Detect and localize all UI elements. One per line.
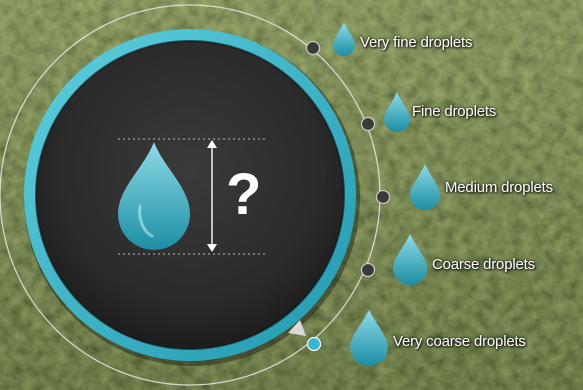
- option-label-very-fine[interactable]: Very fine droplets: [360, 34, 473, 51]
- selector-knob-icon[interactable]: [305, 40, 321, 56]
- droplet-icon[interactable]: [393, 234, 427, 285]
- option-label-medium[interactable]: Medium droplets: [445, 179, 553, 196]
- droplet-icon[interactable]: [333, 22, 355, 56]
- option-label-fine[interactable]: Fine droplets: [412, 103, 497, 120]
- selector-knob-icon[interactable]: [360, 262, 376, 278]
- dial-face: [36, 41, 344, 349]
- selector-knob-selected-icon[interactable]: [306, 336, 322, 352]
- unknown-size-symbol: ?: [226, 162, 262, 227]
- size-arrow-icon: [207, 140, 217, 252]
- option-label-very-coarse[interactable]: Very coarse droplets: [393, 333, 526, 350]
- droplet-icon[interactable]: [410, 164, 440, 210]
- selector-knob-icon[interactable]: [375, 189, 391, 205]
- selector-knob-icon[interactable]: [360, 116, 376, 132]
- selector-pointer-icon: [288, 320, 306, 336]
- droplet-icon[interactable]: [384, 92, 410, 132]
- droplet-icon[interactable]: [350, 310, 388, 366]
- option-label-coarse[interactable]: Coarse droplets: [432, 256, 535, 273]
- droplet-icon: [118, 142, 190, 250]
